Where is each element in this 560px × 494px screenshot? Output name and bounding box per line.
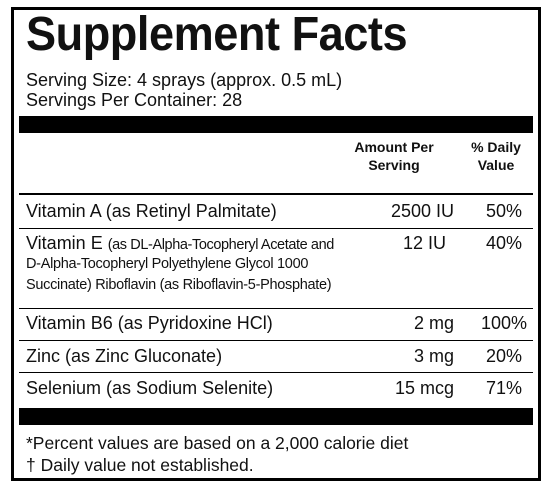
header-divider [19, 193, 533, 195]
amount-header-line2: Serving [368, 157, 420, 173]
nutrient-name-detail-line2: D-Alpha-Tocopheryl Polyethylene Glycol 1… [26, 256, 309, 272]
nutrient-dv: 71% [485, 378, 523, 398]
nutrient-amount: 2 mg [413, 313, 454, 333]
nutrient-row-vitamin-a: Vitamin A (as Retinyl Palmitate) 2500 IU… [26, 200, 530, 222]
row-divider [19, 308, 533, 309]
supplement-facts-panel: Supplement Facts Serving Size: 4 sprays … [11, 7, 541, 481]
amount-header-line1: Amount Per [354, 139, 434, 155]
thick-divider-bottom [19, 408, 533, 425]
dv-header-line1: % Daily [471, 139, 521, 155]
nutrient-name-detail-line3: Succinate) Riboflavin (as Riboflavin-5-P… [26, 277, 332, 293]
nutrient-amount: 2500 IU [390, 201, 454, 221]
thick-divider-top [19, 116, 533, 133]
nutrient-amount: 12 IU [402, 233, 446, 253]
nutrient-name: Vitamin A (as Retinyl Palmitate) [26, 201, 277, 221]
row-divider [19, 340, 533, 341]
servings-per-container: Servings Per Container: 28 [26, 90, 243, 110]
nutrient-row-zinc: Zinc (as Zinc Gluconate) 3 mg 20% [26, 345, 530, 367]
footnote-not-established: † Daily value not established. [26, 455, 254, 475]
nutrient-row-vitamin-e: Vitamin E (as DL-Alpha-Tocopheryl Acetat… [26, 232, 530, 254]
nutrient-name: Selenium (as Sodium Selenite) [26, 378, 274, 398]
nutrient-dv: 100% [480, 313, 528, 333]
nutrient-amount: 3 mg [413, 346, 454, 366]
row-divider [19, 228, 533, 229]
nutrient-row-vitamin-b6: Vitamin B6 (as Pyridoxine HCl) 2 mg 100% [26, 312, 530, 334]
nutrient-name: Zinc (as Zinc Gluconate) [26, 346, 223, 366]
nutrient-name-detail: (as DL-Alpha-Tocopheryl Acetate and [107, 237, 335, 253]
panel-title: Supplement Facts [26, 8, 408, 61]
nutrient-dv: 40% [485, 233, 523, 253]
nutrient-dv: 50% [485, 201, 523, 221]
nutrient-name: Vitamin E [26, 233, 103, 253]
nutrient-row-selenium: Selenium (as Sodium Selenite) 15 mcg 71% [26, 377, 530, 399]
serving-size: Serving Size: 4 sprays (approx. 0.5 mL) [26, 70, 343, 90]
nutrient-name-group: Vitamin E (as DL-Alpha-Tocopheryl Acetat… [26, 232, 334, 256]
nutrient-dv: 20% [485, 346, 523, 366]
daily-value-header: % Daily Value [458, 138, 534, 174]
row-divider [19, 372, 533, 373]
nutrient-amount: 15 mcg [394, 378, 454, 398]
amount-per-serving-header: Amount Per Serving [334, 138, 454, 174]
nutrient-name: Vitamin B6 (as Pyridoxine HCl) [26, 313, 273, 333]
footnote-daily-value: *Percent values are based on a 2,000 cal… [26, 433, 409, 453]
dv-header-line2: Value [477, 157, 515, 173]
